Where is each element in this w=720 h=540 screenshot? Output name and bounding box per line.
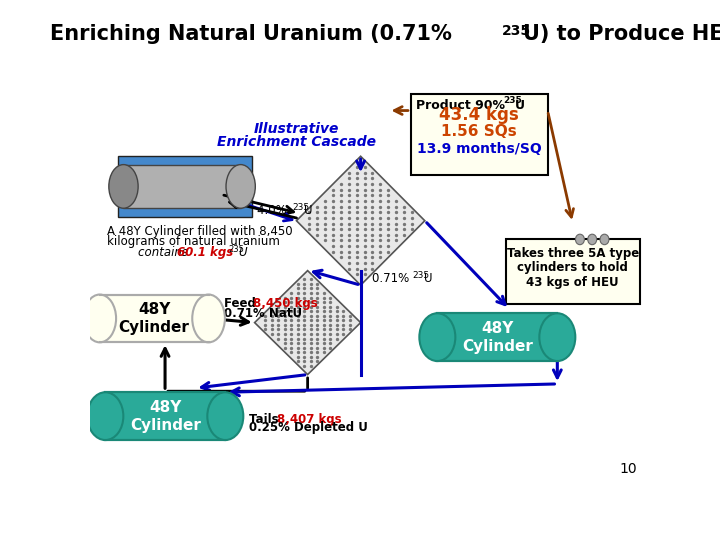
Bar xyxy=(411,94,547,175)
Text: 48Y: 48Y xyxy=(149,400,181,415)
Text: Product 90%: Product 90% xyxy=(416,99,514,112)
Text: kilograms of natural uranium: kilograms of natural uranium xyxy=(107,235,279,248)
Ellipse shape xyxy=(575,234,585,245)
Text: Feed: Feed xyxy=(224,298,260,310)
Text: cylinders to hold: cylinders to hold xyxy=(517,261,628,274)
Text: 0.71% NatU: 0.71% NatU xyxy=(224,307,302,320)
Text: U) to Produce HEU: U) to Produce HEU xyxy=(523,24,720,44)
Text: U: U xyxy=(305,204,312,217)
Bar xyxy=(118,156,252,217)
Text: 13.9 months/SQ: 13.9 months/SQ xyxy=(417,142,541,156)
Text: Enrichment Cascade: Enrichment Cascade xyxy=(217,134,376,149)
Text: 235: 235 xyxy=(292,202,310,212)
Text: U: U xyxy=(423,273,432,286)
Text: contains: contains xyxy=(124,246,192,259)
Text: U: U xyxy=(238,246,246,259)
Text: 4.0%: 4.0% xyxy=(258,204,294,217)
Bar xyxy=(100,294,209,342)
Ellipse shape xyxy=(109,165,138,208)
Bar xyxy=(124,165,240,208)
Text: 235: 235 xyxy=(228,245,244,254)
Text: U: U xyxy=(515,99,525,112)
Text: 1.56 SQs: 1.56 SQs xyxy=(441,124,517,139)
Text: 8,450 kgs: 8,450 kgs xyxy=(253,298,318,310)
Text: 0.71%: 0.71% xyxy=(372,273,417,286)
Polygon shape xyxy=(255,271,361,375)
Polygon shape xyxy=(297,156,425,285)
Ellipse shape xyxy=(588,234,597,245)
Ellipse shape xyxy=(539,313,575,361)
Ellipse shape xyxy=(207,392,243,440)
Text: 43.4 kgs: 43.4 kgs xyxy=(439,106,519,124)
Text: 48Y: 48Y xyxy=(481,321,513,335)
Text: Cylinder: Cylinder xyxy=(130,418,201,433)
Text: Cylinder: Cylinder xyxy=(119,320,189,335)
Ellipse shape xyxy=(419,313,455,361)
Ellipse shape xyxy=(84,294,116,342)
Ellipse shape xyxy=(87,392,123,440)
Bar xyxy=(105,392,225,440)
Text: 235: 235 xyxy=(413,271,430,280)
Text: A 48Y Cylinder filled with 8,450: A 48Y Cylinder filled with 8,450 xyxy=(107,225,292,238)
Text: 48Y: 48Y xyxy=(138,302,171,317)
Bar xyxy=(505,239,639,304)
Text: 60.1 kgs: 60.1 kgs xyxy=(177,246,241,259)
Text: 10: 10 xyxy=(620,462,637,476)
Text: 235: 235 xyxy=(502,24,531,38)
Text: Cylinder: Cylinder xyxy=(462,339,533,354)
Text: Enriching Natural Uranium (0.71%: Enriching Natural Uranium (0.71% xyxy=(50,24,467,44)
Text: Illustrative: Illustrative xyxy=(253,122,339,136)
Bar xyxy=(437,313,557,361)
Text: Takes three 5A type: Takes three 5A type xyxy=(507,247,639,260)
Text: 43 kgs of HEU: 43 kgs of HEU xyxy=(526,276,619,289)
Text: 235: 235 xyxy=(503,96,522,105)
Ellipse shape xyxy=(226,165,256,208)
Ellipse shape xyxy=(600,234,609,245)
Text: Tails: Tails xyxy=(249,413,283,426)
Bar xyxy=(575,239,585,298)
Ellipse shape xyxy=(192,294,225,342)
Bar xyxy=(600,239,609,298)
Text: 8,407 kgs: 8,407 kgs xyxy=(277,413,341,426)
Bar xyxy=(588,239,597,298)
Text: 0.25% Depleted U: 0.25% Depleted U xyxy=(249,421,368,434)
